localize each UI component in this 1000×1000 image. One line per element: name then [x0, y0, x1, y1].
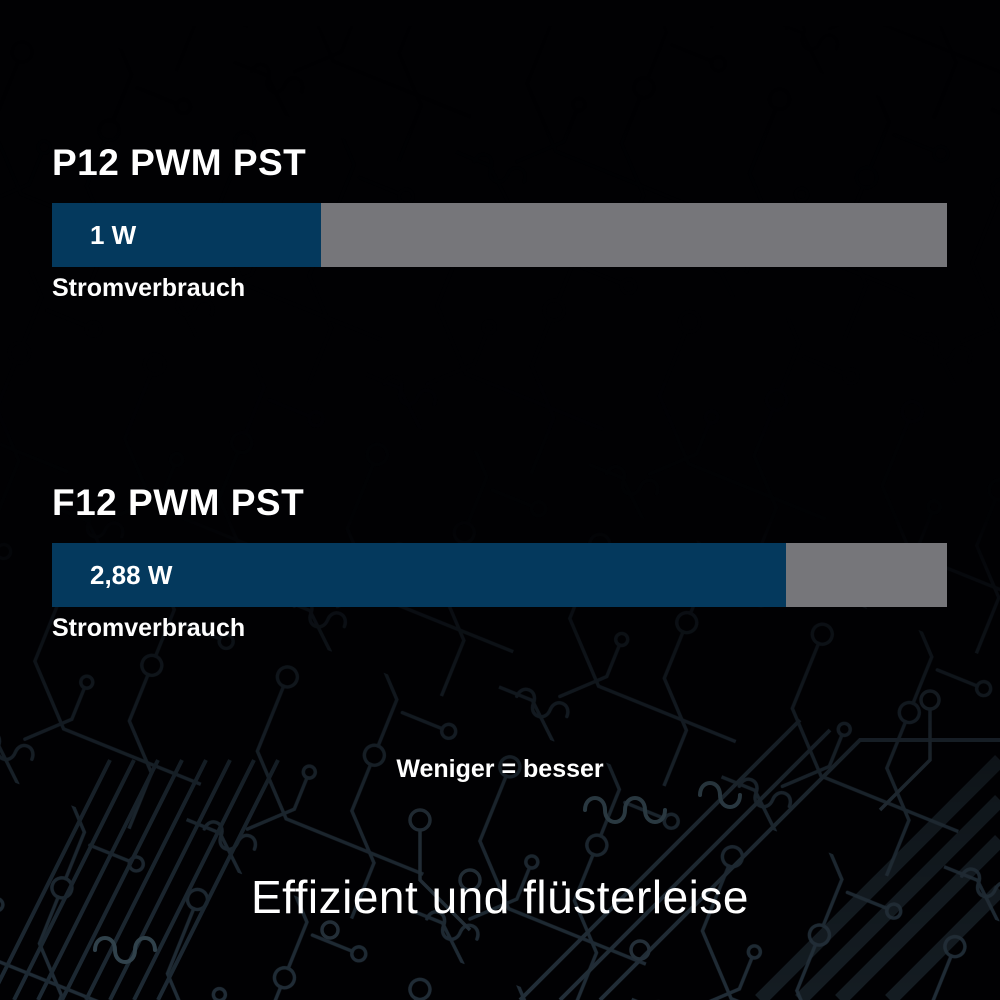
power-bar-track-p12: 1 W [52, 203, 947, 267]
value-label-p12: 1 W [90, 219, 137, 250]
power-bar-track-f12: 2,88 W [52, 543, 947, 607]
bar-group-f12: F12 PWM PST 2,88 W Stromverbrauch [52, 480, 947, 643]
product-title-f12: F12 PWM PST [52, 482, 305, 523]
metric-label-f12: Stromverbrauch [52, 614, 246, 642]
power-bar-fill-f12: 2,88 W [52, 543, 786, 607]
note-text: Weniger = besser [396, 755, 604, 783]
product-title-p12: P12 PWM PST [52, 142, 307, 183]
metric-label-p12: Stromverbrauch [52, 274, 246, 302]
headline: Effizient und flüsterleise [251, 871, 749, 923]
power-bar-fill-p12: 1 W [52, 203, 321, 267]
bar-group-p12: P12 PWM PST 1 W Stromverbrauch [52, 140, 947, 303]
value-label-f12: 2,88 W [90, 559, 173, 590]
